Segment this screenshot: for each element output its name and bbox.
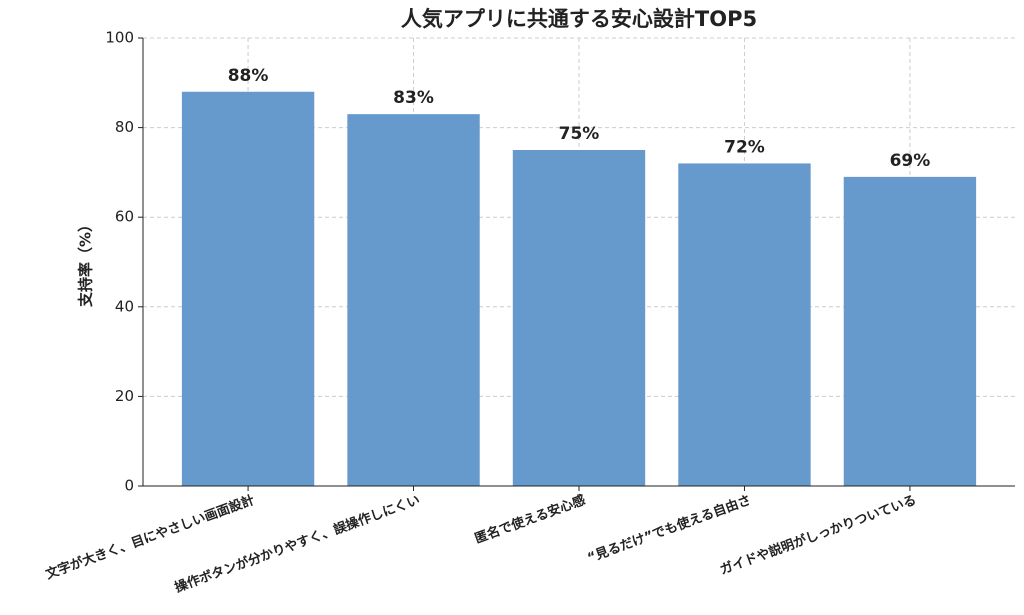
y-tick-label: 40 <box>115 297 134 315</box>
data-label: 83% <box>393 88 434 108</box>
bar <box>678 163 811 486</box>
y-axis-label: 支持率（%） <box>77 217 95 308</box>
y-tick-label: 100 <box>105 29 134 47</box>
x-tick-label: “見るだけ”でも使える自由さ <box>585 492 753 566</box>
chart-title: 人気アプリに共通する安心設計TOP5 <box>401 7 757 31</box>
bar <box>512 150 646 486</box>
bar <box>181 91 315 486</box>
data-label: 72% <box>724 137 765 157</box>
bar <box>843 176 977 486</box>
data-label: 88% <box>228 66 269 86</box>
y-tick-label: 0 <box>124 477 134 495</box>
y-tick-label: 80 <box>115 118 134 136</box>
y-tick-label: 60 <box>115 208 134 226</box>
data-label: 75% <box>559 124 600 144</box>
bar <box>347 114 480 486</box>
x-tick-label: 匿名で使える安心感 <box>473 492 588 547</box>
y-tick-label: 20 <box>115 387 134 405</box>
data-label: 69% <box>890 151 931 171</box>
